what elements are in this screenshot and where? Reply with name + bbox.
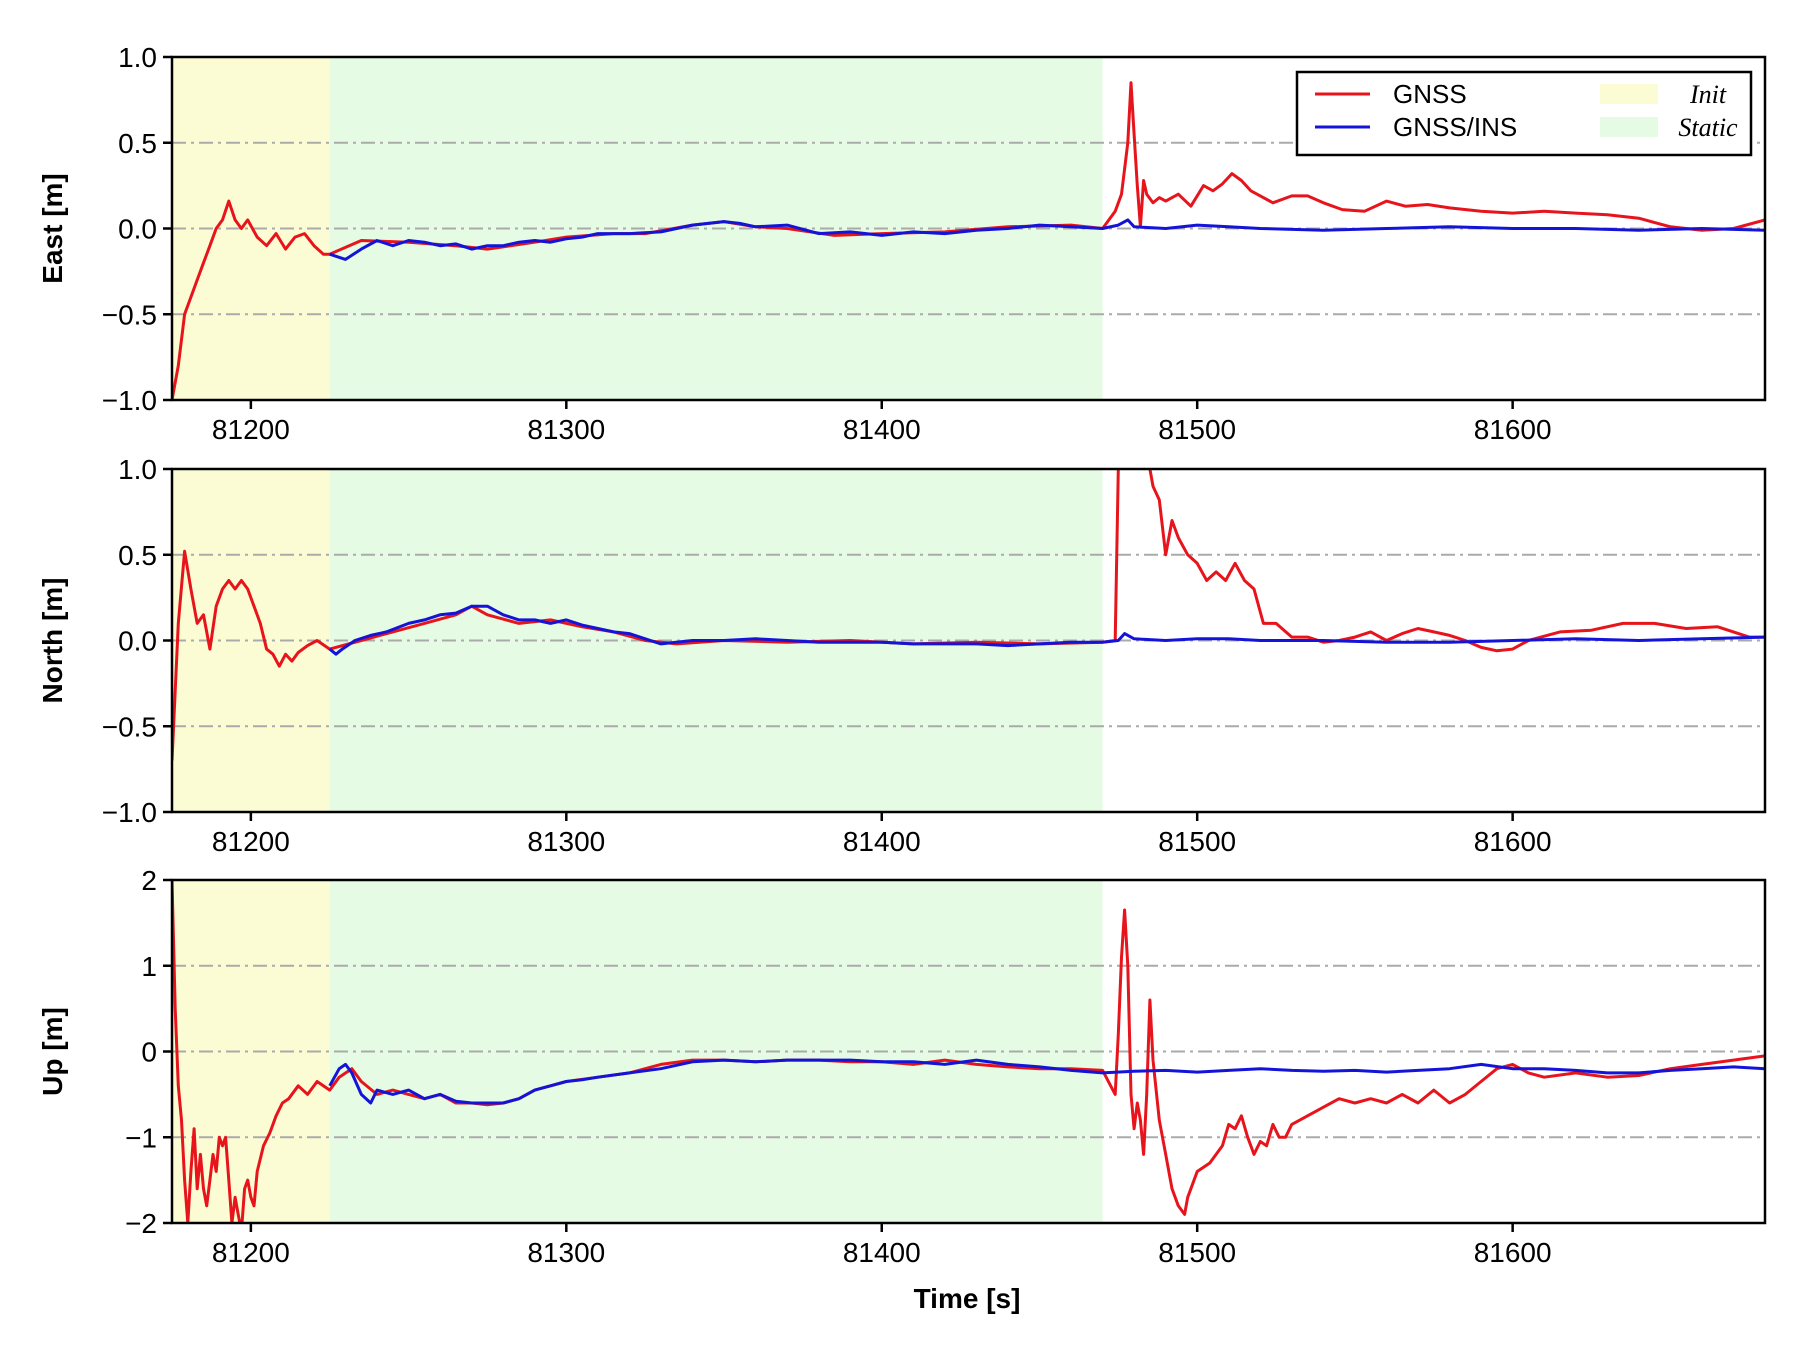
series-group <box>172 880 1765 1223</box>
series-line-gnss-ins <box>329 218 1765 261</box>
series-line-gnss <box>172 81 1765 400</box>
y-axis-label: East [m] <box>37 173 68 283</box>
legend-item-static: Static <box>1600 113 1738 142</box>
panel-1: −1.0 −0.5 0.0 0.5 1.0 81200 81300 81400 81500 816… <box>37 454 1767 857</box>
y-tick-label: 2 <box>141 865 157 896</box>
legend-item-init: Init <box>1600 80 1727 109</box>
x-tick-label: 81600 <box>1474 1237 1552 1268</box>
series-line-gnss-ins <box>328 1058 1765 1105</box>
legend-swatch <box>1600 117 1658 137</box>
y-axis-label: Up [m] <box>37 1007 68 1096</box>
y-tick-label: −1.0 <box>102 797 157 828</box>
panel-0: −1.0 −0.5 0.0 0.5 1.0 81200 81300 81400 81500 816… <box>37 42 1767 445</box>
shade-init <box>172 469 330 812</box>
series-line-gnss <box>172 880 1765 1223</box>
x-tick-label: 81200 <box>212 826 290 857</box>
series-group <box>172 469 1765 761</box>
legend-swatch <box>1600 84 1658 104</box>
y-tick-label: 1.0 <box>118 454 157 485</box>
x-tick-label: 81200 <box>212 414 290 445</box>
x-tick-label: 81500 <box>1158 826 1236 857</box>
y-tick-label: −0.5 <box>102 711 157 742</box>
y-tick-label: −2 <box>125 1208 157 1239</box>
y-tick-label: 1 <box>141 951 157 982</box>
y-axis-label: North [m] <box>37 578 68 704</box>
panel-2: −2 −1 0 1 2 81200 81300 81400 81500 81600 Up [m] <box>37 865 1767 1268</box>
y-tick-label: 0.5 <box>118 128 157 159</box>
y-tick-label: −1.0 <box>102 385 157 416</box>
legend-label: GNSS/INS <box>1393 112 1517 142</box>
legend-label: Init <box>1689 80 1727 109</box>
x-tick-label: 81500 <box>1158 414 1236 445</box>
legend-item-gnss: GNSS <box>1315 79 1467 109</box>
x-tick-label: 81400 <box>843 1237 921 1268</box>
y-tick-label: 0.0 <box>118 626 157 657</box>
x-tick-label: 81300 <box>527 826 605 857</box>
panels: −1.0 −0.5 0.0 0.5 1.0 81200 81300 81400 81500 816… <box>37 42 1767 1268</box>
y-tick-label: 1.0 <box>118 42 157 73</box>
legend-label: Static <box>1678 113 1738 142</box>
y-tick-label: 0 <box>141 1037 157 1068</box>
series-line-gnss <box>172 469 1765 761</box>
legend-frame <box>1295 70 1753 157</box>
x-tick-label: 81300 <box>527 414 605 445</box>
x-tick-label: 81600 <box>1474 826 1552 857</box>
y-tick-label: 0.0 <box>118 214 157 245</box>
x-axis-label: Time [s] <box>914 1283 1021 1314</box>
y-tick-label: 0.5 <box>118 540 157 571</box>
x-tick-label: 81200 <box>212 1237 290 1268</box>
y-tick-label: −0.5 <box>102 299 157 330</box>
legend-item-gnss-ins: GNSS/INS <box>1315 112 1517 142</box>
series-group <box>172 81 1765 400</box>
x-tick-label: 81400 <box>843 414 921 445</box>
x-tick-label: 81300 <box>527 1237 605 1268</box>
x-tick-label: 81600 <box>1474 414 1552 445</box>
legend-label: GNSS <box>1393 79 1467 109</box>
y-tick-label: −1 <box>125 1122 157 1153</box>
series-line-gnss-ins <box>328 604 1765 656</box>
x-tick-label: 81500 <box>1158 1237 1236 1268</box>
x-tick-label: 81400 <box>843 826 921 857</box>
